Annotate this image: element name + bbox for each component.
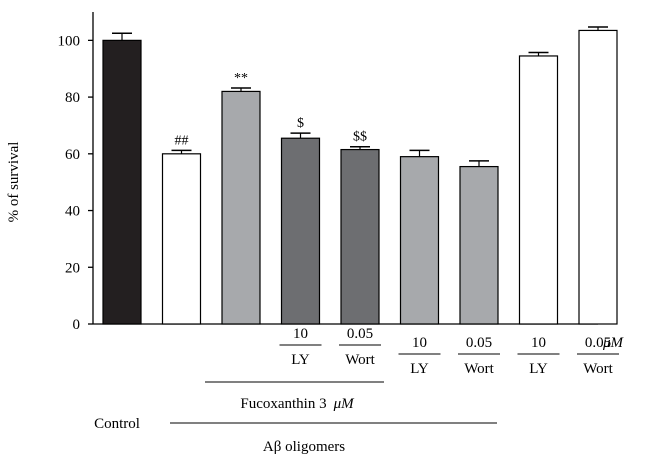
significance-label: ## [175,133,189,148]
inhibitor-name: Wort [345,352,375,368]
y-tick-label: 40 [65,204,80,220]
bar [161,153,202,325]
bar [578,29,618,325]
dose-value: 0.05 [347,326,373,342]
group-labels: μM Fucoxanthin 3 μM Control Aβ oligomers [94,335,624,455]
bar [399,156,440,325]
fucoxanthin-label: Fucoxanthin 3 μM [240,396,355,412]
y-tick-label: 60 [65,147,80,163]
fucoxanthin-label-text: Fucoxanthin 3 [240,396,326,412]
inhibitor-name: LY [410,361,429,377]
dose-value: 10 [412,335,427,351]
y-tick-label: 20 [65,260,80,276]
bar [221,90,261,325]
y-axis-label: % of survival [6,142,22,223]
y-tick-label: 80 [65,90,80,106]
control-label: Control [94,416,140,432]
abeta-label: Aβ oligomers [263,439,345,455]
y-tick-label: 0 [73,317,81,333]
dose-value: 10 [293,326,308,342]
dose-value: 10 [531,335,546,351]
inhibitor-name: Wort [583,361,613,377]
dose-value: 0.05 [466,335,492,351]
dose-unit-mu: μM [602,335,625,351]
y-tick-label: 100 [58,33,81,49]
inhibitor-name: Wort [464,361,494,377]
bars: ##**$$$ [102,26,618,325]
bar [518,55,559,325]
dose-labels: 10 LY 0.05 Wort 10 LY 0.05 Wort 10 LY 0.05 Wort [279,326,619,377]
y-ticks: 0 20 40 60 80 100 [58,33,93,333]
bar [459,165,499,325]
significance-label: $ [297,116,304,131]
significance-label: $$ [353,130,367,145]
inhibitor-name: LY [291,352,310,368]
dose-unit-label: μM [602,335,625,351]
bar [340,148,380,325]
significance-label: ** [234,71,248,86]
inhibitor-name: LY [529,361,548,377]
bar [280,137,321,325]
dose-value: 0.05 [585,335,611,351]
fucoxanthin-unit: μM [333,396,356,412]
bar [102,39,142,325]
